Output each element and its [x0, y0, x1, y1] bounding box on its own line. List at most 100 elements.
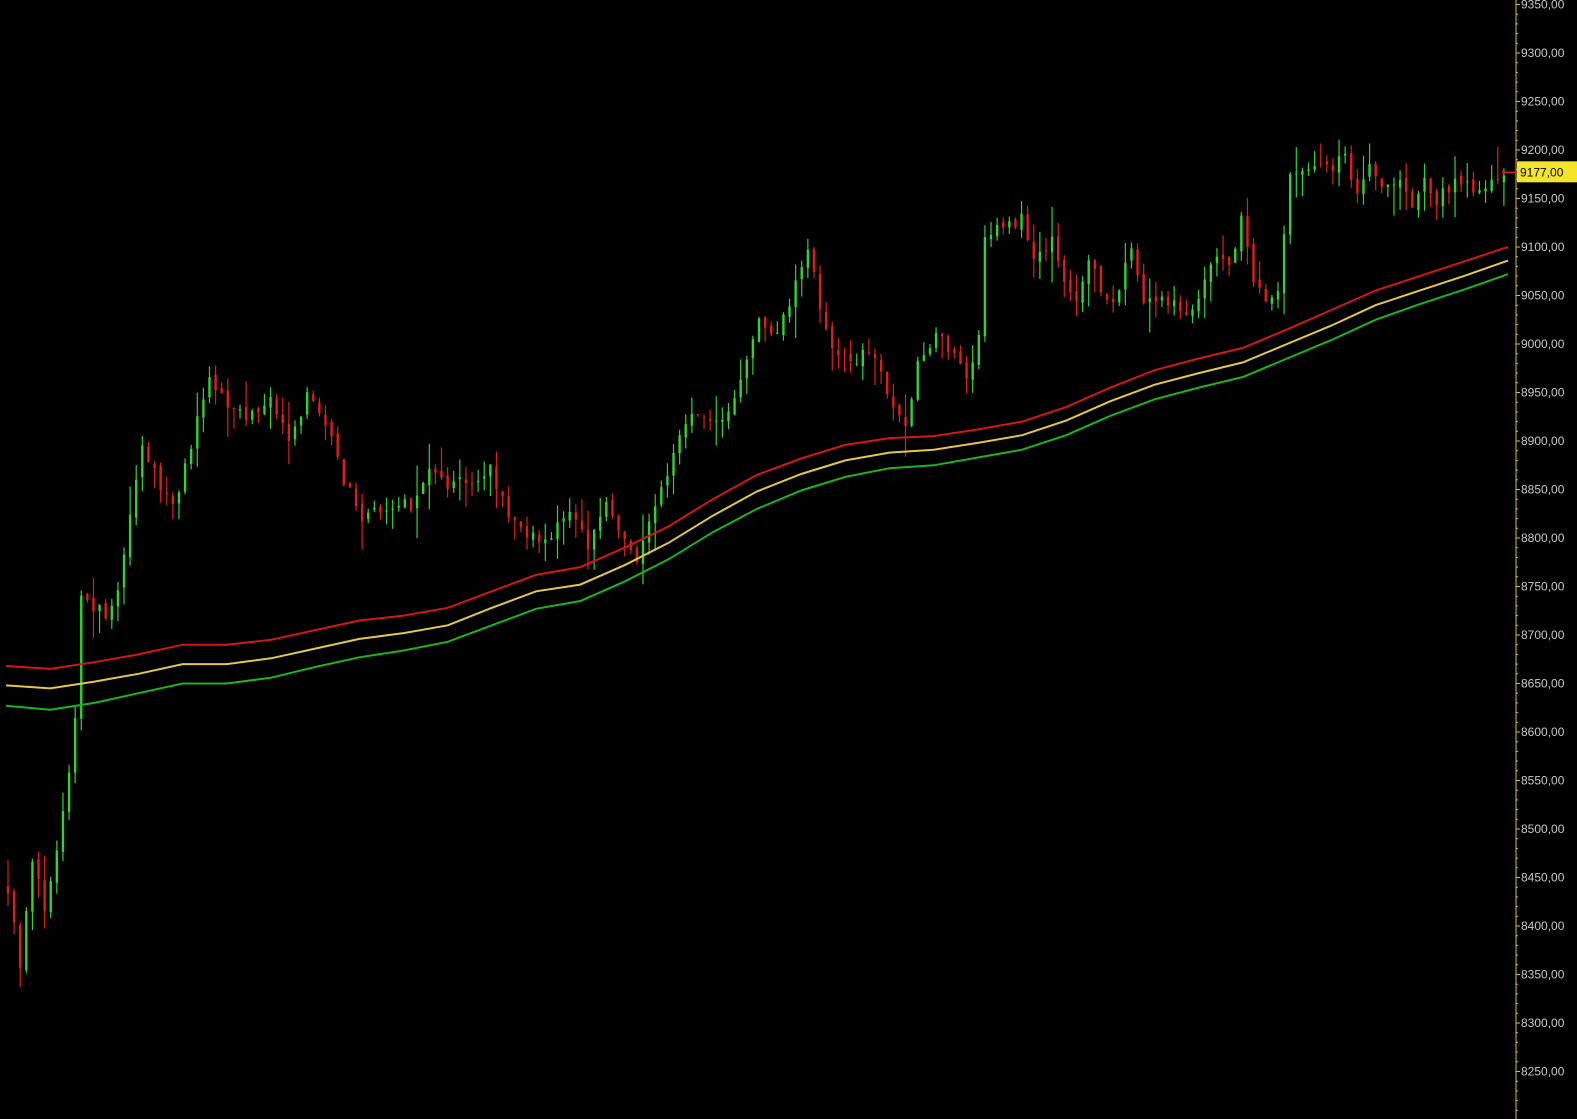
candle-body [318, 402, 321, 414]
candle-body [171, 495, 175, 504]
candle-body [788, 306, 791, 317]
candle-body [1227, 256, 1231, 265]
candle-body [1087, 260, 1090, 285]
candle-body [141, 445, 144, 478]
candle-body [385, 510, 388, 512]
candle-body [1050, 236, 1054, 252]
candle-body [580, 520, 584, 530]
candle-body [983, 237, 987, 337]
candle-body [177, 492, 181, 504]
candle-body [1148, 298, 1151, 303]
candle-body [1288, 174, 1292, 235]
candle-body [647, 521, 651, 543]
y-tick-label: 8500,00 [1521, 822, 1565, 836]
candle-body [953, 349, 956, 354]
candle-body [513, 517, 516, 520]
candle-body [641, 540, 645, 564]
candle-body [995, 224, 999, 237]
candle-body [1209, 264, 1213, 283]
candle-body [1142, 274, 1145, 303]
candle-body [501, 491, 504, 496]
candle-body [1008, 221, 1011, 228]
candle-body [1478, 190, 1481, 193]
y-tick-label: 9300,00 [1521, 46, 1565, 60]
candle-body [721, 419, 724, 422]
candle-body [251, 410, 254, 420]
candle-body [1423, 177, 1426, 192]
candle-body [244, 406, 248, 420]
candle-body [605, 502, 608, 517]
candle-body [617, 516, 620, 531]
candle-body [415, 495, 419, 509]
candle-body [61, 811, 65, 852]
candle-body [519, 521, 523, 528]
candle-body [1044, 249, 1048, 251]
candle-body [782, 314, 785, 336]
candle-body [43, 880, 46, 912]
candle-body [379, 506, 382, 513]
candle-body [1093, 260, 1097, 269]
candle-body [1166, 296, 1170, 306]
candle-body [892, 396, 895, 408]
candle-body [409, 498, 413, 511]
y-tick-label: 9250,00 [1521, 95, 1565, 109]
last-price-label: 9177,00 [1520, 165, 1564, 179]
candle-body [568, 511, 571, 521]
candle-body [73, 718, 77, 773]
candle-body [476, 480, 480, 483]
last-price-tag [1517, 161, 1577, 183]
candle-body [1417, 193, 1420, 210]
y-tick-label: 8850,00 [1521, 483, 1565, 497]
candle-body [867, 352, 871, 354]
candle-body [1484, 188, 1487, 192]
candle-body [305, 392, 309, 415]
candle-body [1490, 179, 1493, 191]
candle-body [611, 500, 614, 516]
candle-body [855, 363, 858, 365]
candle-body [196, 416, 199, 449]
candle-body [751, 339, 755, 359]
candle-body [971, 362, 974, 380]
candle-body [275, 399, 278, 415]
candle-body [843, 354, 846, 356]
candle-body [989, 235, 993, 240]
candle-body [1343, 153, 1347, 156]
candle-body [1154, 296, 1158, 302]
candle-body [489, 464, 492, 477]
candle-body [1014, 219, 1017, 228]
candle-body [831, 326, 834, 349]
candle-body [873, 354, 877, 358]
candle-body [702, 416, 706, 418]
candle-body [128, 514, 132, 558]
candle-body [727, 411, 730, 422]
candle-body [1020, 213, 1023, 230]
candle-body [1398, 180, 1402, 188]
candle-body [98, 604, 101, 612]
y-tick-label: 8950,00 [1521, 386, 1565, 400]
y-tick-label: 9200,00 [1521, 143, 1565, 157]
candle-body [342, 459, 346, 485]
candle-body [1038, 251, 1042, 262]
candle-body [1032, 242, 1035, 259]
candle-body [1056, 236, 1060, 261]
candle-body [1063, 260, 1066, 282]
candle-body [397, 505, 400, 508]
candle-body [922, 355, 926, 362]
candle-body [55, 850, 59, 883]
candle-body [440, 470, 443, 478]
y-tick-label: 8450,00 [1521, 871, 1565, 885]
candle-body [928, 348, 932, 354]
candle-body [1026, 214, 1029, 241]
candle-body [1264, 288, 1267, 302]
candle-body [6, 886, 10, 894]
candle-body [1252, 244, 1255, 283]
y-tick-label: 9100,00 [1521, 240, 1565, 254]
candle-body [165, 492, 168, 494]
candle-body [31, 861, 34, 912]
candle-body [1325, 161, 1329, 165]
candle-body [739, 379, 742, 398]
candle-body [1496, 179, 1499, 181]
candle-body [403, 499, 407, 508]
candle-body [525, 526, 529, 538]
